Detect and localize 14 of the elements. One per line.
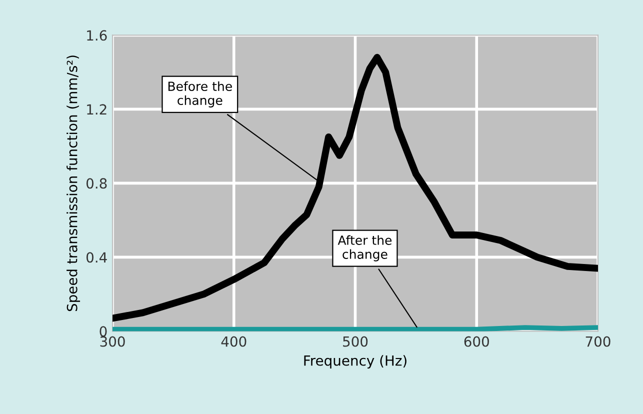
x-tick-label: 300 xyxy=(100,336,125,347)
annotation: Before the change xyxy=(168,81,232,108)
x-tick-label: 400 xyxy=(221,336,246,347)
y-tick-label: 0.4 xyxy=(86,252,107,263)
x-tick-label: 700 xyxy=(586,336,610,347)
annotation: After the change xyxy=(338,235,392,262)
x-axis-title: Frequency (Hz) xyxy=(304,355,406,368)
x-tick-label: 500 xyxy=(343,336,368,347)
y-tick-label: 1.2 xyxy=(87,104,106,114)
y-axis-title: Speed transmission function (mm/s²) xyxy=(66,56,80,312)
y-tick-label: 0.8 xyxy=(86,178,107,189)
x-tick-label: 600 xyxy=(464,336,489,347)
y-tick-label: 1.6 xyxy=(87,30,107,41)
y-tick-label: 0 xyxy=(100,326,107,337)
